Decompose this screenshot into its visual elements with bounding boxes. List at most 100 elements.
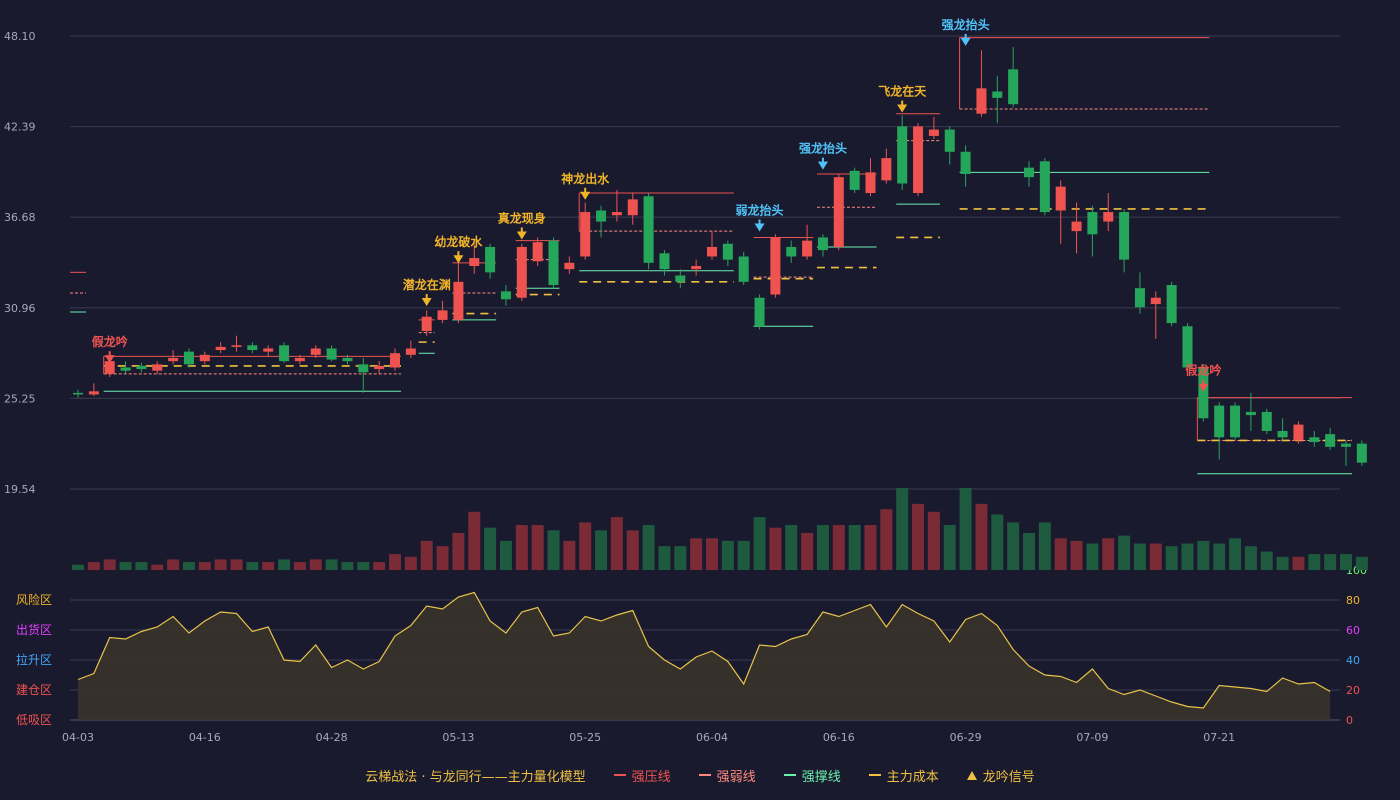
volume-bar bbox=[1260, 551, 1273, 570]
candle-body bbox=[390, 353, 400, 368]
candle-body bbox=[738, 256, 749, 282]
candle-body bbox=[833, 177, 844, 247]
volume-bar bbox=[119, 562, 132, 570]
candle-body bbox=[1230, 405, 1241, 438]
volume-bar bbox=[595, 530, 608, 570]
volume-bar bbox=[373, 562, 386, 570]
candle-body bbox=[786, 246, 797, 257]
candle-body bbox=[279, 345, 290, 362]
candle-body bbox=[168, 357, 179, 362]
volume-bar bbox=[1118, 535, 1131, 570]
x-tick-label: 04-28 bbox=[316, 731, 348, 744]
candle-body bbox=[754, 297, 765, 327]
legend-item-cost[interactable]: 主力成本 bbox=[868, 766, 939, 785]
signal-label: 真龙现身 bbox=[498, 210, 546, 225]
price-tick-label: 25.25 bbox=[4, 392, 36, 405]
candle-body bbox=[564, 262, 575, 270]
candle-body bbox=[1134, 288, 1145, 308]
volume-bar bbox=[610, 517, 623, 570]
volume-bar bbox=[1276, 556, 1289, 570]
legend-item-support[interactable]: 强撑线 bbox=[783, 766, 841, 785]
triangle-icon bbox=[966, 770, 977, 780]
candle-body bbox=[215, 346, 226, 351]
volume-bar bbox=[484, 527, 497, 570]
x-tick-label: 06-29 bbox=[950, 731, 982, 744]
indicator-zone-label: 建仓区 bbox=[16, 683, 52, 697]
indicator-tick-label: 80 bbox=[1346, 594, 1360, 607]
volume-bar bbox=[832, 525, 845, 570]
volume-bar bbox=[658, 546, 671, 570]
volume-bar bbox=[420, 540, 433, 570]
candle-body bbox=[73, 392, 83, 395]
signal-arrow-icon bbox=[104, 355, 115, 364]
candle-body bbox=[263, 348, 274, 352]
signal-arrow-icon bbox=[897, 104, 908, 113]
indicator-tick-label: 60 bbox=[1346, 624, 1360, 637]
volume-bar bbox=[309, 559, 322, 570]
legend-title: 云梯战法 · 与龙同行——主力量化模型 bbox=[365, 769, 586, 785]
legend-item-weak[interactable]: 强弱线 bbox=[698, 766, 756, 785]
candle-body bbox=[1214, 405, 1225, 438]
volume-bar bbox=[167, 559, 180, 570]
signal-arrow-icon bbox=[580, 191, 591, 200]
signal-label: 强龙抬头 bbox=[942, 17, 990, 32]
volume-bar bbox=[325, 559, 338, 570]
volume-bar bbox=[785, 525, 798, 570]
volume-bar bbox=[991, 514, 1004, 570]
legend-label-signal: 龙吟信号 bbox=[982, 769, 1035, 785]
volume-bar bbox=[1023, 532, 1035, 570]
legend-item-resist[interactable]: 强压线 bbox=[613, 766, 671, 785]
volume-bar bbox=[246, 562, 259, 570]
candle-body bbox=[437, 310, 448, 320]
candle-body bbox=[421, 316, 432, 332]
legend-item-signal[interactable]: 龙吟信号 bbox=[966, 766, 1035, 785]
volume-bar bbox=[753, 517, 766, 570]
volume-bar bbox=[1229, 538, 1242, 570]
volume-bar bbox=[1292, 556, 1305, 570]
x-tick-label: 07-21 bbox=[1203, 731, 1235, 744]
signal-arrow-icon bbox=[421, 298, 432, 307]
volume-bar bbox=[896, 488, 909, 570]
legend-label-cost: 主力成本 bbox=[886, 769, 939, 785]
candle-body bbox=[1356, 443, 1367, 463]
candle-body bbox=[1024, 167, 1034, 178]
price-tick-label: 36.68 bbox=[4, 211, 36, 224]
volume-bar bbox=[404, 556, 417, 570]
signal-label: 假龙吟 bbox=[92, 334, 128, 349]
indicator-zone-label: 低吸区 bbox=[16, 713, 52, 727]
price-tick-label: 48.10 bbox=[4, 30, 36, 43]
candle-body bbox=[865, 172, 876, 194]
volume-bar bbox=[1038, 522, 1051, 570]
indicator-zone-label: 出货区 bbox=[16, 622, 52, 637]
volume-bar bbox=[690, 538, 703, 570]
legend-label-weak: 强弱线 bbox=[716, 769, 756, 785]
signal-label: 强龙抬头 bbox=[799, 141, 847, 156]
volume-bar bbox=[848, 525, 861, 570]
volume-bar bbox=[515, 525, 528, 570]
candle-body bbox=[611, 212, 622, 216]
candle-body bbox=[707, 246, 717, 257]
candle-body bbox=[88, 391, 99, 395]
legend-swatch-cost bbox=[868, 774, 881, 776]
volume-bar bbox=[278, 559, 291, 570]
volume-bar bbox=[214, 559, 227, 570]
candle-body bbox=[596, 210, 607, 222]
volume-bar bbox=[468, 511, 481, 570]
candle-body bbox=[1198, 367, 1209, 419]
x-tick-label: 06-16 bbox=[823, 731, 855, 744]
volume-bar bbox=[912, 503, 925, 570]
volume-bar bbox=[1308, 554, 1321, 570]
volume-bar bbox=[1244, 546, 1257, 570]
candle-body bbox=[500, 291, 511, 300]
candle-body bbox=[1008, 69, 1019, 105]
volume-bar bbox=[706, 538, 718, 570]
main-chart: 48.1042.3936.6830.9625.2519.541008060402… bbox=[4, 17, 1368, 744]
volume-bar bbox=[135, 562, 148, 570]
candle-body bbox=[802, 240, 813, 257]
x-tick-label: 05-13 bbox=[442, 731, 474, 744]
candle-body bbox=[294, 357, 305, 362]
volume-bar bbox=[959, 488, 972, 570]
candle-body bbox=[675, 275, 686, 282]
volume-bar bbox=[499, 540, 512, 570]
